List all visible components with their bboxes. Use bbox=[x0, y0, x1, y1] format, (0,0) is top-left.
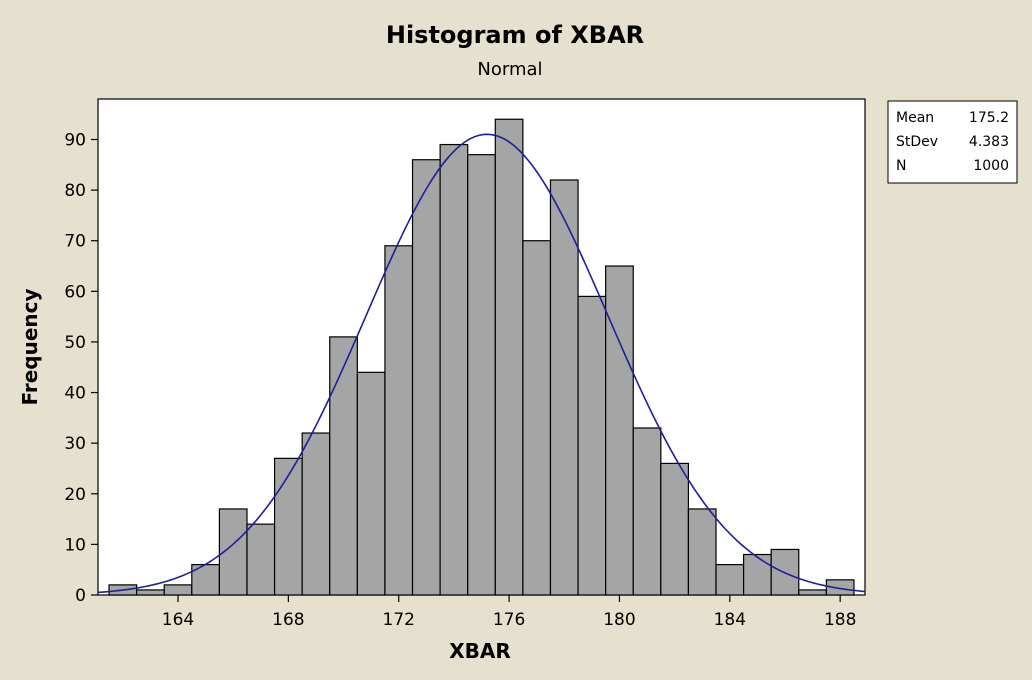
histogram-bar bbox=[522, 240, 552, 596]
histogram-bar bbox=[549, 179, 579, 596]
y-tick-label: 10 bbox=[64, 535, 86, 555]
chart-title: Histogram of XBAR bbox=[386, 21, 644, 49]
histogram-bar bbox=[494, 118, 524, 596]
histogram-bar bbox=[329, 336, 358, 596]
histogram-bar bbox=[301, 432, 331, 596]
histogram-bar bbox=[246, 523, 276, 596]
x-tick-label: 164 bbox=[162, 610, 194, 630]
y-tick-label: 30 bbox=[64, 434, 86, 454]
histogram-bar bbox=[632, 427, 662, 596]
histogram-bar bbox=[356, 371, 386, 596]
x-axis-label: XBAR bbox=[449, 639, 511, 663]
histogram-bar bbox=[798, 589, 827, 596]
x-tick-label: 188 bbox=[824, 610, 856, 630]
histogram-bar bbox=[742, 553, 772, 596]
histogram-bar bbox=[577, 295, 607, 596]
histogram-bar bbox=[163, 584, 193, 596]
legend-label: N bbox=[896, 158, 906, 174]
y-tick-label: 80 bbox=[64, 181, 86, 201]
x-tick-label: 176 bbox=[493, 610, 525, 630]
y-tick-label: 20 bbox=[64, 485, 86, 505]
legend-value: 4.383 bbox=[969, 134, 1009, 150]
x-tick-label: 172 bbox=[383, 610, 415, 630]
x-tick-label: 184 bbox=[714, 610, 746, 630]
histogram-bar bbox=[439, 143, 469, 596]
legend-value: 1000 bbox=[973, 158, 1009, 174]
legend-value: 175.2 bbox=[969, 110, 1009, 126]
y-tick-label: 60 bbox=[64, 282, 86, 302]
x-axis: 164 168 172 176 180 184 188 bbox=[162, 595, 856, 630]
histogram-bar bbox=[411, 159, 441, 596]
y-tick-label: 90 bbox=[64, 130, 86, 150]
legend-label: Mean bbox=[896, 110, 934, 126]
y-axis: 0 10 20 30 40 50 60 70 80 90 bbox=[64, 130, 98, 606]
histogram-bar bbox=[660, 462, 690, 596]
y-tick-label: 40 bbox=[64, 384, 86, 404]
histogram-bar bbox=[136, 589, 165, 596]
histogram-bar bbox=[218, 508, 248, 596]
chart-subtitle: Normal bbox=[477, 59, 542, 80]
histogram-bar bbox=[687, 508, 717, 596]
histogram-bar bbox=[605, 265, 634, 596]
y-tick-label: 70 bbox=[64, 232, 86, 252]
histogram-bar bbox=[770, 548, 800, 596]
histogram-bar bbox=[384, 245, 414, 596]
legend-label: StDev bbox=[896, 134, 938, 150]
x-tick-label: 180 bbox=[603, 610, 635, 630]
normal-fit-curve bbox=[97, 133, 866, 594]
histogram-bar bbox=[715, 564, 745, 596]
x-tick-label: 168 bbox=[272, 610, 304, 630]
y-axis-label: Frequency bbox=[18, 288, 42, 405]
histogram-bar bbox=[467, 154, 496, 596]
y-tick-label: 50 bbox=[64, 333, 86, 353]
y-tick-label: 0 bbox=[75, 586, 86, 606]
stats-legend: Mean 175.2 StDev 4.383 N 1000 bbox=[887, 100, 1018, 184]
histogram-bar bbox=[273, 457, 303, 596]
legend-box bbox=[887, 100, 1018, 184]
